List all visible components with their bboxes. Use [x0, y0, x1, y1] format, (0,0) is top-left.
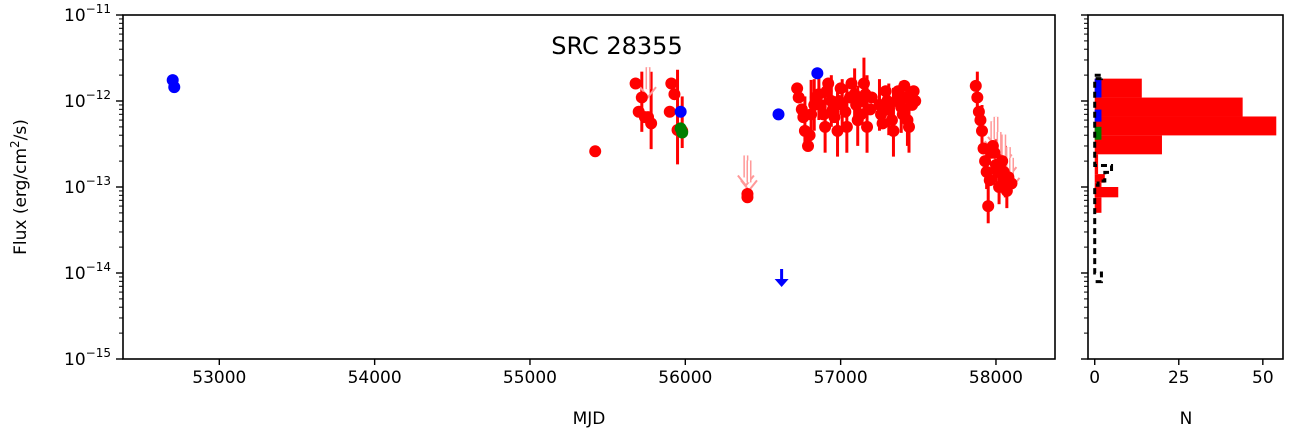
- x-tick-label: 56000: [658, 368, 712, 388]
- y-tick-label: 10−13: [64, 174, 111, 198]
- main-plot: 53000 54000 55000 56000 57000 58000 10−1510−1…: [8, 2, 1056, 429]
- histogram-x-tick-label: 50: [1252, 368, 1274, 388]
- histogram-x-axis-label: N: [1180, 409, 1193, 429]
- red-data-point: [861, 120, 874, 133]
- x-tick-label: 53000: [192, 368, 246, 388]
- red-histogram-bar: [1094, 135, 1162, 155]
- y-axis-label: Flux (erg/cm2/s): [8, 119, 31, 255]
- red-data-point: [831, 124, 844, 137]
- green-data-point: [674, 122, 687, 135]
- red-data-point: [865, 91, 878, 104]
- red-histogram-bar: [1094, 197, 1102, 213]
- blue-data-point: [772, 108, 785, 121]
- blue-data-point: [674, 105, 687, 118]
- x-tick-label: 54000: [348, 368, 402, 388]
- y-tick-label: 10−14: [64, 260, 111, 284]
- red-data-point: [876, 117, 889, 130]
- chart-title: SRC 28355: [551, 32, 682, 60]
- y-tick-label: 10−12: [64, 88, 111, 112]
- red-data-point: [635, 91, 648, 104]
- red-data-point: [907, 85, 920, 98]
- x-axis-label: MJD: [573, 409, 606, 429]
- red-data-point: [839, 105, 852, 118]
- red-data-point: [840, 120, 853, 133]
- upper-limit-arrow-head: [639, 86, 657, 99]
- histogram-y-ticks: [1081, 14, 1088, 360]
- red-data-point: [828, 111, 841, 124]
- x-tick-label: 57000: [814, 368, 868, 388]
- red-data-point: [803, 129, 816, 142]
- red-data-point: [819, 120, 832, 133]
- red-data-point: [589, 145, 602, 158]
- red-data-point: [854, 108, 867, 121]
- y-tick-label: 10−11: [64, 2, 111, 26]
- red-data-point: [864, 103, 877, 116]
- upper-limit-histogram-step: [1093, 73, 1114, 284]
- main-plot-frame: [122, 14, 1056, 360]
- red-histogram-bar: [1094, 116, 1277, 136]
- red-data-point: [975, 124, 988, 137]
- upper-limit-arrow: [774, 269, 789, 287]
- red-data-point: [885, 114, 898, 127]
- red-data-point: [882, 103, 895, 116]
- red-data-point: [845, 77, 858, 90]
- red-data-point: [971, 91, 984, 104]
- red-data-point: [822, 77, 835, 90]
- red-data-point: [887, 124, 900, 137]
- blue-histogram-bar: [1094, 109, 1102, 122]
- red-data-point: [983, 174, 996, 187]
- blue-data-point: [811, 67, 824, 80]
- red-data-point: [741, 191, 754, 204]
- histogram-plot: 0 25 50 N: [1081, 14, 1284, 429]
- red-data-point: [898, 79, 911, 92]
- red-histogram-bar: [1094, 187, 1119, 198]
- red-data-point: [1005, 177, 1018, 190]
- red-data-point: [802, 139, 815, 152]
- histogram-x-tick-label: 0: [1089, 368, 1100, 388]
- main-y-ticks: 10−15 10−14 10−13 10−12 10−11: [64, 2, 123, 370]
- red-data-point: [909, 95, 922, 107]
- red-histogram-bar: [1094, 97, 1243, 117]
- histogram-x-tick-label: 25: [1168, 368, 1190, 388]
- histogram-data: [1093, 73, 1277, 284]
- histogram-x-ticks: 0 25 50: [1089, 359, 1274, 388]
- red-data-point: [645, 117, 658, 130]
- red-data-point: [665, 77, 678, 90]
- blue-data-point: [168, 81, 181, 94]
- x-tick-label: 55000: [503, 368, 557, 388]
- red-data-point: [817, 108, 830, 121]
- red-data-point: [663, 105, 676, 118]
- red-data-point: [857, 77, 870, 90]
- x-tick-label: 58000: [969, 368, 1023, 388]
- red-data-point: [988, 146, 1001, 159]
- red-data-point: [848, 88, 861, 101]
- red-data-point: [996, 155, 1009, 168]
- red-data-point: [792, 91, 805, 104]
- red-data-point: [834, 82, 847, 95]
- red-data-point: [791, 82, 804, 95]
- red-data-point: [805, 108, 818, 121]
- main-x-ticks: 53000 54000 55000 56000 57000 58000: [192, 359, 1023, 388]
- blue-histogram-bar: [1094, 78, 1102, 98]
- red-data-point: [969, 79, 982, 92]
- y-tick-label: 10−15: [64, 346, 111, 370]
- main-plot-data: [166, 57, 1021, 287]
- red-data-point: [982, 200, 995, 213]
- red-histogram-bar: [1094, 78, 1142, 98]
- red-data-point: [668, 88, 681, 101]
- red-data-point: [814, 98, 827, 111]
- red-data-point: [974, 114, 987, 127]
- upper-limit-arrow-head: [774, 279, 789, 287]
- upper-limit-arrow: [639, 67, 657, 99]
- red-data-point: [629, 77, 642, 90]
- red-data-point: [979, 155, 992, 168]
- red-histogram-bar: [1094, 174, 1105, 183]
- red-data-point: [902, 120, 915, 133]
- green-histogram-bar: [1094, 126, 1102, 140]
- red-data-point: [879, 85, 892, 98]
